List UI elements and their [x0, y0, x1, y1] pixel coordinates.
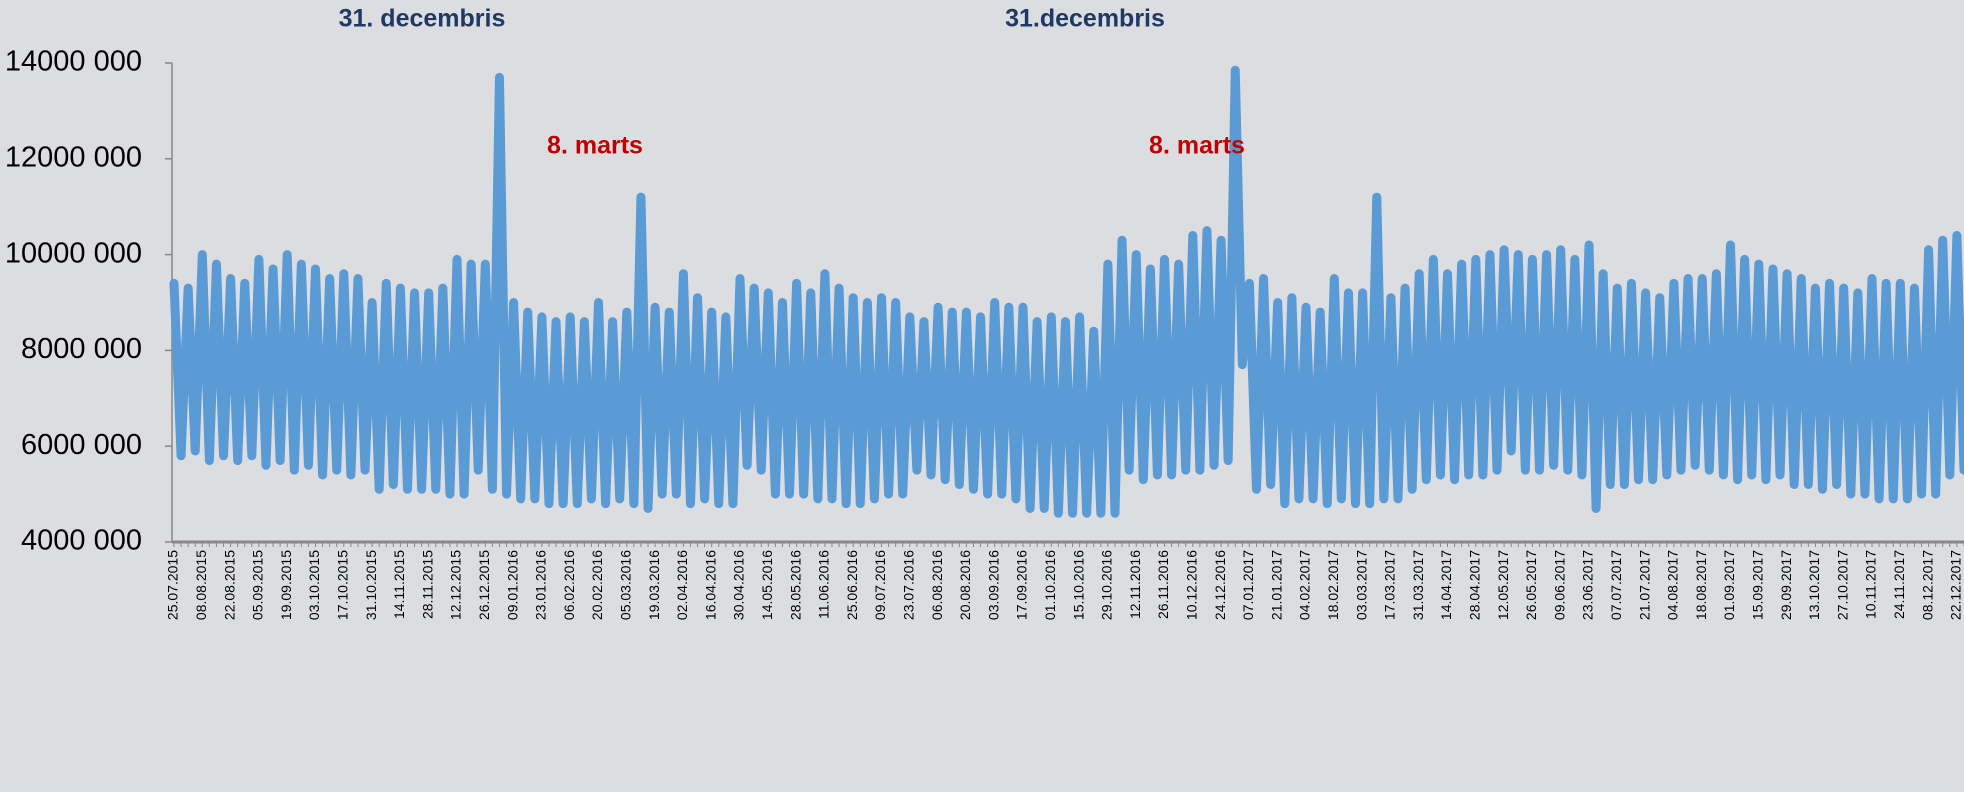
x-tick-label: 18.08.2017	[1693, 550, 1709, 620]
x-tick-label: 07.07.2017	[1608, 550, 1624, 620]
x-tick-label: 31.10.2015	[363, 550, 379, 620]
x-tick-label: 26.05.2017	[1523, 550, 1539, 620]
x-tick-label: 13.10.2017	[1806, 550, 1822, 620]
x-tick-label: 30.04.2016	[731, 550, 747, 620]
x-tick-label: 01.10.2016	[1042, 550, 1058, 620]
x-tick-label: 24.12.2016	[1212, 550, 1228, 620]
x-tick-label: 04.08.2017	[1665, 550, 1681, 620]
x-tick-label: 19.03.2016	[646, 550, 662, 620]
x-tick-label: 19.09.2015	[278, 550, 294, 620]
annotation: 31.decembris	[1005, 5, 1165, 33]
x-tick-label: 20.02.2016	[589, 550, 605, 620]
x-tick-label: 28.11.2015	[419, 550, 435, 619]
x-tick-label: 17.09.2016	[1014, 550, 1030, 620]
annotation: 8. marts	[1149, 132, 1245, 160]
x-tick-label: 18.02.2017	[1325, 550, 1341, 620]
x-tick-label: 07.01.2017	[1240, 550, 1256, 620]
x-tick-label: 03.03.2017	[1353, 550, 1369, 620]
x-tick-label: 10.11.2017	[1863, 550, 1879, 619]
x-tick-label: 29.09.2017	[1778, 550, 1794, 620]
x-tick-label: 01.09.2017	[1721, 550, 1737, 620]
y-tick-label: 10000 000	[5, 237, 142, 269]
x-tick-label: 17.10.2015	[335, 550, 351, 620]
x-tick-label: 14.05.2016	[759, 550, 775, 620]
x-tick-label: 21.07.2017	[1636, 550, 1652, 620]
x-tick-label: 11.06.2016	[816, 550, 832, 619]
x-tick-label: 21.01.2017	[1268, 550, 1284, 620]
y-tick-label: 8000 000	[21, 333, 142, 365]
x-tick-label: 09.01.2016	[504, 550, 520, 620]
x-tick-label: 04.02.2017	[1297, 550, 1313, 620]
x-tick-label: 26.12.2015	[476, 550, 492, 620]
x-tick-label: 06.08.2016	[929, 550, 945, 620]
x-tick-label: 23.06.2017	[1580, 550, 1596, 620]
x-tick-label: 15.09.2017	[1750, 550, 1766, 620]
series-line	[169, 65, 1964, 518]
x-tick-label: 27.10.2017	[1834, 550, 1850, 620]
x-tick-label: 24.11.2017	[1891, 550, 1907, 619]
x-tick-label: 25.07.2015	[165, 550, 181, 620]
x-tick-label: 02.04.2016	[674, 550, 690, 620]
y-tick-label: 14000 000	[5, 46, 142, 78]
annotation: 31. decembris	[339, 5, 506, 33]
x-tick-label: 29.10.2016	[1099, 550, 1115, 620]
x-tick-label: 25.06.2016	[844, 550, 860, 620]
x-tick-label: 23.07.2016	[901, 550, 917, 620]
x-tick-label: 05.09.2015	[250, 550, 266, 620]
x-tick-label: 06.02.2016	[561, 550, 577, 620]
x-tick-label: 12.11.2016	[1127, 550, 1143, 619]
x-tick-label: 22.08.2015	[221, 550, 237, 620]
x-tick-label: 14.11.2015	[391, 550, 407, 619]
x-tick-label: 09.06.2017	[1551, 550, 1567, 620]
x-tick-label: 12.12.2015	[448, 550, 464, 620]
x-tick-label: 10.12.2016	[1184, 550, 1200, 620]
x-tick-label: 03.10.2015	[306, 550, 322, 620]
x-tick-label: 15.10.2016	[1070, 550, 1086, 620]
y-tick-label: 4000 000	[21, 525, 142, 557]
x-tick-label: 28.04.2017	[1467, 550, 1483, 620]
y-tick-label: 6000 000	[21, 429, 142, 461]
x-tick-label: 20.08.2016	[957, 550, 973, 620]
x-tick-label: 03.09.2016	[985, 550, 1001, 620]
x-tick-label: 31.03.2017	[1410, 550, 1426, 620]
x-tick-label: 08.08.2015	[193, 550, 209, 620]
x-tick-label: 28.05.2016	[787, 550, 803, 620]
x-tick-label: 22.12.2017	[1948, 550, 1964, 620]
x-tick-label: 05.03.2016	[618, 550, 634, 620]
x-tick-label: 16.04.2016	[702, 550, 718, 620]
x-tick-label: 23.01.2016	[533, 550, 549, 620]
annotation: 8. marts	[547, 132, 643, 160]
x-tick-label: 08.12.2017	[1919, 550, 1935, 620]
x-tick-label: 14.04.2017	[1438, 550, 1454, 620]
x-tick-label: 26.11.2016	[1155, 550, 1171, 619]
y-tick-label: 12000 000	[5, 141, 142, 173]
x-tick-label: 09.07.2016	[872, 550, 888, 620]
x-tick-label: 17.03.2017	[1382, 550, 1398, 620]
x-tick-label: 12.05.2017	[1495, 550, 1511, 620]
